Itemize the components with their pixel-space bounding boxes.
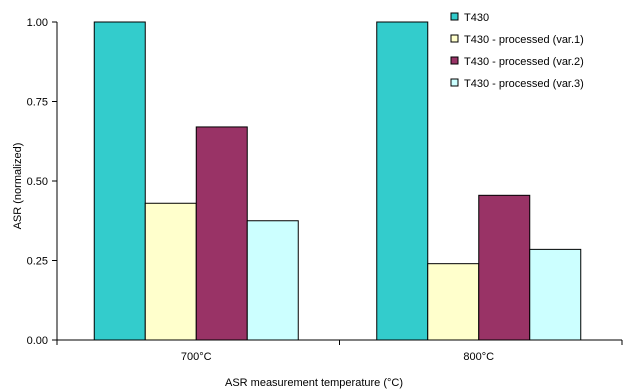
legend-swatch: [450, 34, 459, 43]
bar-1-0: [144, 202, 197, 341]
legend-swatch: [450, 56, 459, 65]
x-tick-label: 700°C: [181, 351, 212, 363]
legend-label: T430: [464, 12, 489, 24]
bars-group: [93, 21, 582, 341]
legend-label: T430 - processed (var.1): [464, 34, 584, 46]
legend: T430 T430 - processed (var.1) T430 - proce…: [450, 12, 584, 90]
legend-label: T430 - processed (var.3): [464, 78, 584, 90]
bar-0-1: [376, 21, 429, 341]
legend-swatch: [450, 78, 459, 87]
y-tick-label: 1.00: [27, 17, 48, 29]
bar-2-1: [478, 194, 531, 341]
x-tick-label: 800°C: [463, 351, 494, 363]
bar-0-0: [93, 21, 146, 341]
bar-3-0: [246, 220, 299, 341]
y-axis-title: ASR (normalized): [12, 143, 24, 230]
y-tick-label: 0.00: [27, 335, 48, 347]
legend-swatch: [450, 12, 459, 21]
bar-1-1: [427, 263, 480, 341]
y-tick-label: 0.50: [27, 176, 48, 188]
x-axis-title: ASR measurement temperature (°C): [225, 377, 403, 389]
y-tick-label: 0.25: [27, 256, 48, 268]
legend-label: T430 - processed (var.2): [464, 56, 584, 68]
y-tick-label: 0.75: [27, 97, 48, 109]
ticks-group: 0.00 0.25 0.50 0.75 1.00 700°C 800°C: [27, 17, 623, 363]
bar-3-1: [529, 248, 582, 341]
bar-2-0: [195, 126, 248, 341]
